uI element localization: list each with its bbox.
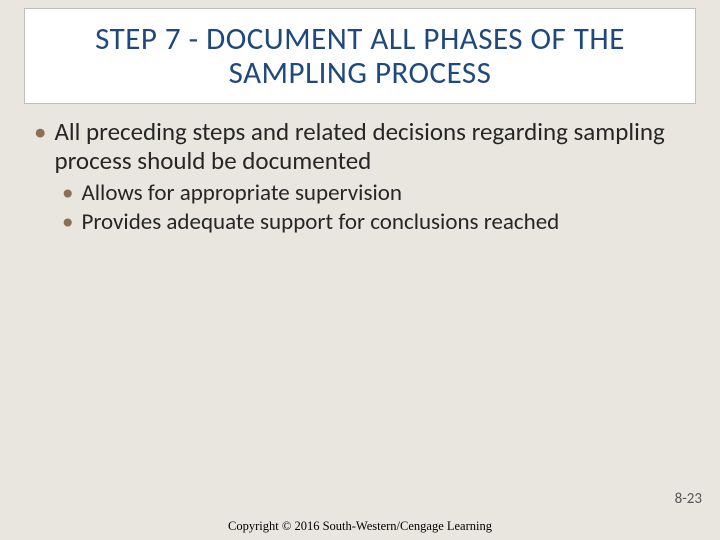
bullet-level2: • Provides adequate support for conclusi… xyxy=(62,209,694,236)
bullet-text: Provides adequate support for conclusion… xyxy=(81,209,559,236)
title-box: STEP 7 - DOCUMENT ALL PHASES OF THE SAMP… xyxy=(24,8,696,104)
bullet-dot-icon: • xyxy=(34,118,46,176)
bullet-level1: • All preceding steps and related decisi… xyxy=(34,118,694,176)
bullet-dot-icon: • xyxy=(62,209,73,236)
bullet-level2: • Allows for appropriate supervision xyxy=(62,180,694,207)
bullet-dot-icon: • xyxy=(62,180,73,207)
slide-title: STEP 7 - DOCUMENT ALL PHASES OF THE SAMP… xyxy=(35,22,685,90)
content-area: • All preceding steps and related decisi… xyxy=(34,118,694,238)
bullet-text: All preceding steps and related decision… xyxy=(54,118,694,176)
slide: STEP 7 - DOCUMENT ALL PHASES OF THE SAMP… xyxy=(0,0,720,540)
bullet-text: Allows for appropriate supervision xyxy=(81,180,401,207)
page-number: 8-23 xyxy=(675,490,702,508)
copyright-text: Copyright © 2016 South-Western/Cengage L… xyxy=(0,519,720,534)
